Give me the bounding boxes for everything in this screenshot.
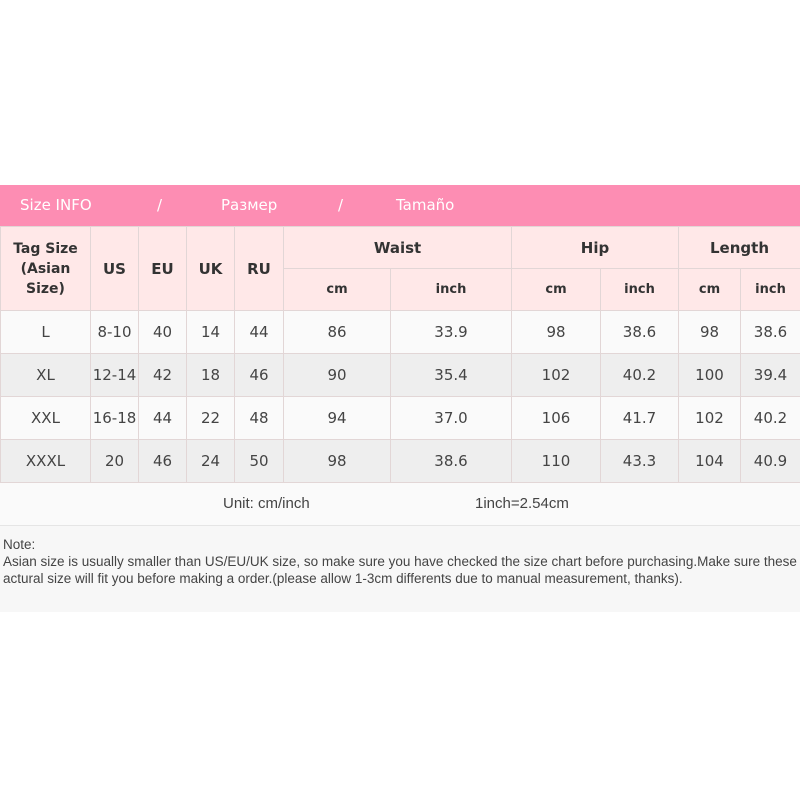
banner-russian: Размер	[221, 196, 278, 214]
header-tag-size: Tag Size (Asian Size)	[0, 226, 91, 311]
table-row: XL 12-14 42 18 46 90 35.4 102 40.2 100 39.4	[0, 353, 800, 397]
banner-english: Size INFO	[20, 196, 92, 214]
note-title: Note:	[3, 537, 36, 552]
table-cell: 40.2	[600, 353, 679, 397]
table-cell: 38.6	[600, 310, 679, 354]
table-cell: 14	[186, 310, 235, 354]
size-info-banner: Size INFO / Размер / Tamaño	[0, 185, 800, 226]
table-row: L 8-10 40 14 44 86 33.9 98 38.6 98 38.6	[0, 310, 800, 354]
note-section: Note: Asian size is usually smaller than…	[0, 526, 800, 612]
header-waist: Waist	[283, 226, 512, 269]
header-us: US	[90, 226, 139, 311]
banner-separator: /	[157, 196, 163, 214]
table-cell: 43.3	[600, 439, 679, 483]
table-cell: XXL	[0, 396, 91, 440]
table-cell: 48	[234, 396, 284, 440]
header-hip: Hip	[511, 226, 679, 269]
table-cell: 102	[678, 396, 741, 440]
header-inch: inch	[390, 268, 512, 311]
banner-separator: /	[338, 196, 344, 214]
table-cell: 94	[283, 396, 391, 440]
table-cell: 22	[186, 396, 235, 440]
table-cell: 86	[283, 310, 391, 354]
table-cell: 98	[283, 439, 391, 483]
table-cell: 46	[234, 353, 284, 397]
header-inch: inch	[600, 268, 679, 311]
table-cell: 38.6	[390, 439, 512, 483]
table-cell: 40	[138, 310, 187, 354]
table-cell: 37.0	[390, 396, 512, 440]
table-cell: 98	[678, 310, 741, 354]
table-row: XXXL 20 46 24 50 98 38.6 110 43.3 104 40.9	[0, 439, 800, 483]
table-cell: 40.2	[740, 396, 800, 440]
table-cell: 98	[511, 310, 601, 354]
header-cm: cm	[511, 268, 601, 311]
table-cell: 41.7	[600, 396, 679, 440]
table-cell: 12-14	[90, 353, 139, 397]
table-cell: 18	[186, 353, 235, 397]
table-cell: 104	[678, 439, 741, 483]
table-cell: 20	[90, 439, 139, 483]
table-cell: 39.4	[740, 353, 800, 397]
table-row: XXL 16-18 44 22 48 94 37.0 106 41.7 102 40.2	[0, 396, 800, 440]
table-cell: 35.4	[390, 353, 512, 397]
header-cm: cm	[678, 268, 741, 311]
header-length: Length	[678, 226, 800, 269]
table-cell: 44	[234, 310, 284, 354]
unit-row: Unit: cm/inch 1inch=2.54cm	[0, 483, 800, 526]
banner-spanish: Tamaño	[396, 196, 455, 214]
header-uk: UK	[186, 226, 235, 311]
size-table: Tag Size (Asian Size) US EU UK RU Waist H…	[0, 226, 800, 483]
table-cell: 106	[511, 396, 601, 440]
table-cell: 44	[138, 396, 187, 440]
table-cell: 46	[138, 439, 187, 483]
table-cell: 50	[234, 439, 284, 483]
table-cell: L	[0, 310, 91, 354]
table-cell: XXXL	[0, 439, 91, 483]
unit-conversion: 1inch=2.54cm	[475, 495, 569, 512]
table-cell: 42	[138, 353, 187, 397]
header-eu: EU	[138, 226, 187, 311]
table-cell: 38.6	[740, 310, 800, 354]
table-cell: 110	[511, 439, 601, 483]
table-cell: 102	[511, 353, 601, 397]
table-cell: 33.9	[390, 310, 512, 354]
unit-label: Unit: cm/inch	[223, 495, 310, 512]
table-cell: 24	[186, 439, 235, 483]
header-ru: RU	[234, 226, 284, 311]
header-inch: inch	[740, 268, 800, 311]
table-cell: 90	[283, 353, 391, 397]
table-cell: 100	[678, 353, 741, 397]
table-cell: 16-18	[90, 396, 139, 440]
table-cell: 40.9	[740, 439, 800, 483]
header-cm: cm	[283, 268, 391, 311]
note-text: Asian size is usually smaller than US/EU…	[3, 554, 797, 586]
table-cell: XL	[0, 353, 91, 397]
table-cell: 8-10	[90, 310, 139, 354]
